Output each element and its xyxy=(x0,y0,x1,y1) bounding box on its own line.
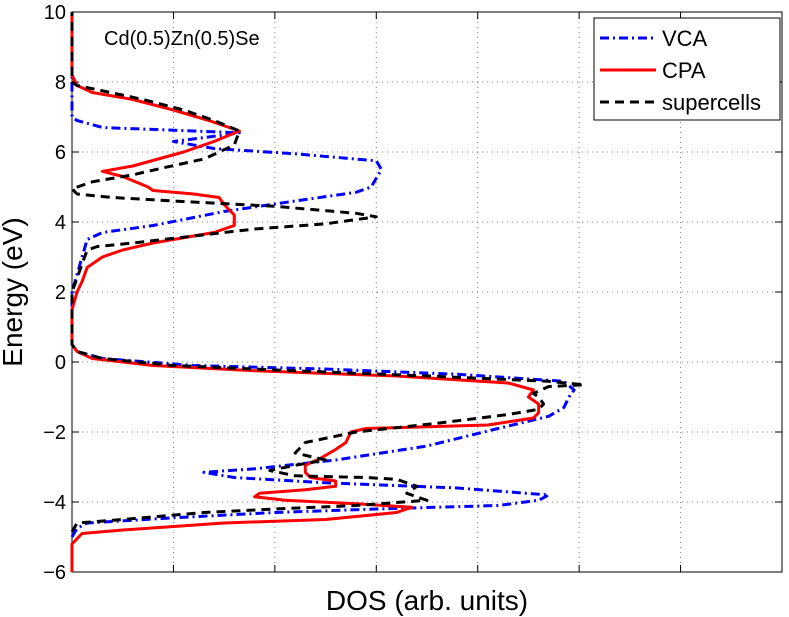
series-line-cpa xyxy=(70,12,541,572)
legend-label-supercells: supercells xyxy=(662,90,761,115)
y-tick-label: −4 xyxy=(43,492,66,514)
legend-label-vca: VCA xyxy=(662,26,708,51)
y-tick-label: 10 xyxy=(44,2,66,24)
y-tick-label: −6 xyxy=(43,562,66,584)
y-tick-label: 2 xyxy=(55,282,66,304)
legend-label-cpa: CPA xyxy=(662,58,706,83)
series-lines xyxy=(70,12,586,572)
x-axis-label: DOS (arb. units) xyxy=(326,585,528,616)
composition-annotation: Cd(0.5)Zn(0.5)Se xyxy=(104,28,260,50)
y-tick-label: 6 xyxy=(55,142,66,164)
y-tick-label: −2 xyxy=(43,422,66,444)
y-tick-label: 0 xyxy=(55,352,66,374)
series-line-supercells xyxy=(70,12,586,533)
y-axis-label: Energy (eV) xyxy=(0,217,28,366)
y-tick-label: 4 xyxy=(55,212,66,234)
legend: VCA CPA supercells xyxy=(593,17,781,121)
axis-ticks: −6 −4 −2 0 2 4 6 8 10 xyxy=(43,2,783,584)
grid-lines xyxy=(72,12,782,572)
y-tick-label: 8 xyxy=(55,72,66,94)
